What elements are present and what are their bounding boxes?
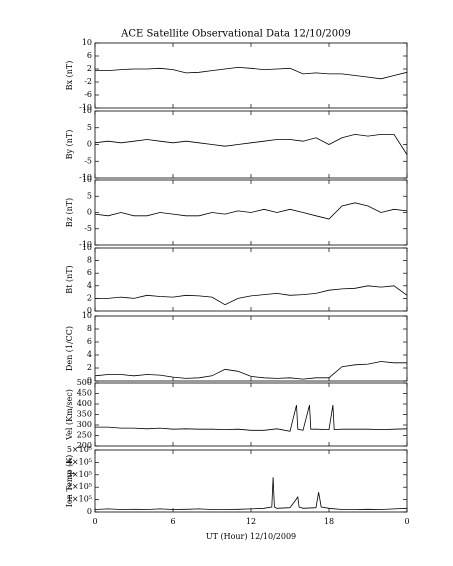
data-line [95, 405, 408, 432]
y-tick-label: 10 [82, 243, 92, 252]
y-tick-label: 250 [77, 431, 92, 440]
y-tick-label: 400 [77, 399, 92, 408]
y-tick-label: -2 [84, 77, 92, 86]
y-tick-label: 0 [87, 507, 92, 516]
data-line [94, 477, 408, 510]
data-line [95, 285, 408, 306]
y-tick-label: 10 [82, 38, 92, 47]
y-tick-label: 350 [77, 410, 92, 419]
y-tick-label: -6 [84, 90, 92, 99]
data-line [94, 133, 408, 155]
y-axis-label: By (nT) [65, 130, 74, 160]
y-axis-label: Den (1/CC) [65, 326, 74, 371]
y-axis-label: Vel (Km/sec) [65, 389, 74, 441]
x-tick-label: 12 [246, 517, 256, 526]
y-tick-label: 3×10⁵ [67, 470, 92, 479]
y-tick-label: 4 [87, 281, 92, 290]
x-tick-label: 6 [170, 517, 175, 526]
y-tick-label: 10 [82, 311, 92, 320]
y-tick-label: 450 [77, 389, 92, 398]
data-line [94, 361, 407, 380]
y-tick-label: -10 [79, 240, 92, 249]
y-tick-label: 0 [87, 140, 92, 149]
y-tick-label: 8 [87, 324, 92, 333]
x-axis-label: UT (Hour) 12/10/2009 [206, 532, 296, 541]
y-tick-label: 0 [87, 376, 92, 385]
y-tick-label: 4×10⁵ [67, 457, 92, 466]
y-tick-label: 0 [87, 306, 92, 315]
y-axis-label: Bz (nT) [65, 198, 74, 227]
data-line [94, 202, 408, 220]
y-tick-label: 2 [87, 363, 92, 372]
y-tick-label: 200 [77, 441, 92, 450]
y-tick-label: 4 [87, 350, 92, 359]
y-tick-label: 1×10⁵ [67, 495, 92, 504]
y-tick-label: 0 [87, 208, 92, 217]
y-tick-label: 8 [87, 256, 92, 265]
x-tick-label: 18 [324, 517, 334, 526]
y-tick-label: 6 [87, 268, 92, 277]
y-tick-label: -5 [84, 156, 92, 165]
y-tick-label: 2 [87, 64, 92, 73]
y-axis-label: Bx (nT) [65, 61, 74, 91]
y-tick-label: 300 [77, 420, 92, 429]
y-tick-label: 10 [82, 106, 92, 115]
data-line [95, 66, 408, 80]
y-tick-label: -10 [79, 173, 92, 182]
y-tick-label: 5 [87, 123, 92, 132]
y-tick-label: 500 [77, 378, 92, 387]
y-tick-label: 2×10⁵ [67, 482, 92, 491]
y-tick-label: 5 [87, 191, 92, 200]
y-axis-label: Ion Temp (K) [65, 455, 74, 508]
x-tick-label: 0 [404, 517, 409, 526]
x-tick-label: 0 [92, 517, 97, 526]
y-tick-label: -5 [84, 224, 92, 233]
y-tick-label: 2 [87, 293, 92, 302]
y-tick-label: -10 [79, 103, 92, 112]
y-tick-label: 6 [87, 337, 92, 346]
y-tick-label: 6 [87, 51, 92, 60]
chart-title: ACE Satellite Observational Data 12/10/2… [120, 29, 351, 40]
y-axis-label: Bt (nT) [65, 265, 74, 293]
y-tick-label: 10 [82, 175, 92, 184]
y-tick-label: 5×10⁵ [67, 445, 92, 454]
